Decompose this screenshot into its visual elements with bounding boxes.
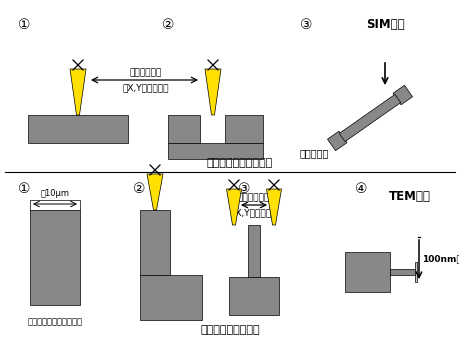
Text: ②: ② (162, 18, 174, 32)
Polygon shape (327, 131, 346, 151)
Text: バルク加工の基本手順: バルク加工の基本手順 (207, 158, 273, 168)
Bar (224, 115, 263, 143)
Bar (30, 200, 80, 210)
Polygon shape (266, 189, 281, 225)
Bar (30, 210, 80, 305)
Bar (168, 143, 263, 159)
Bar (28, 115, 128, 143)
Text: 薄膜加工の基本手順: 薄膜加工の基本手順 (200, 325, 259, 335)
Polygon shape (392, 85, 412, 105)
Text: 側面を観察: 側面を観察 (299, 148, 329, 158)
Polygon shape (226, 189, 241, 225)
Text: SIM観察: SIM観察 (365, 18, 403, 31)
Bar (229, 277, 279, 315)
Text: ③: ③ (299, 18, 312, 32)
Bar (168, 115, 200, 143)
Polygon shape (70, 69, 86, 115)
Text: （X,Y方向走査）: （X,Y方向走査） (230, 208, 277, 217)
Bar (414, 262, 416, 282)
Text: 100nm以下: 100nm以下 (421, 254, 459, 263)
Bar (140, 275, 202, 320)
Bar (140, 210, 170, 275)
Polygon shape (205, 69, 220, 115)
Text: イオンビーム: イオンビーム (129, 68, 161, 77)
Text: ①: ① (18, 18, 30, 32)
Text: TEM観察: TEM観察 (388, 190, 430, 203)
Bar (247, 225, 259, 277)
Text: 数10μm: 数10μm (40, 189, 69, 198)
Text: ④: ④ (354, 182, 367, 196)
Bar (389, 269, 414, 275)
Text: ②: ② (133, 182, 145, 196)
Text: ③: ③ (237, 182, 250, 196)
Bar (344, 252, 389, 292)
Polygon shape (339, 94, 400, 142)
Text: イオンビーム: イオンビーム (237, 193, 269, 202)
Polygon shape (147, 174, 162, 210)
Text: ①: ① (18, 182, 30, 196)
Text: 機械研磨などで予備加工: 機械研磨などで予備加工 (28, 317, 82, 326)
Text: （X,Y方向走査）: （X,Y方向走査） (122, 83, 168, 92)
